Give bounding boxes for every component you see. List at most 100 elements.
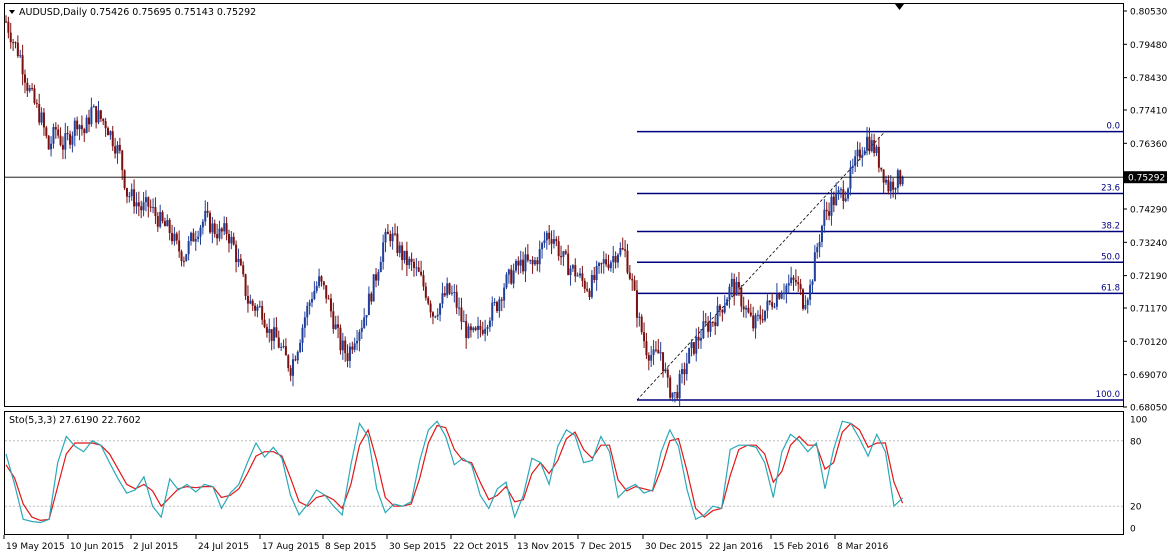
candle — [429, 300, 432, 318]
fib-trend-line[interactable] — [636, 131, 886, 401]
candle — [235, 240, 238, 273]
candle-body — [792, 277, 795, 280]
candle — [292, 353, 295, 387]
candle — [156, 211, 159, 232]
candle — [104, 117, 107, 137]
candle — [754, 312, 757, 339]
candle — [510, 264, 513, 285]
candle-body — [842, 189, 845, 201]
candle-body — [787, 283, 790, 286]
candle-body — [360, 327, 363, 332]
candle-body — [448, 283, 451, 294]
candle — [412, 258, 415, 277]
candle-body — [702, 321, 705, 339]
candle — [384, 228, 387, 253]
candle — [752, 306, 755, 332]
candle-body — [16, 42, 19, 57]
candle-body — [303, 317, 306, 328]
candle — [111, 125, 114, 151]
candle — [602, 251, 605, 274]
candle — [358, 329, 361, 352]
candle-body — [83, 129, 86, 134]
candle-body — [519, 259, 522, 266]
candle — [545, 230, 548, 250]
price-pane[interactable] — [4, 3, 1124, 407]
candle-body — [524, 254, 527, 272]
candle — [223, 216, 226, 236]
candle-body — [801, 289, 804, 309]
candle — [818, 234, 821, 258]
candle — [716, 296, 719, 327]
candle-body — [403, 250, 406, 260]
candle — [410, 252, 413, 271]
candle-body — [854, 156, 857, 166]
candle — [460, 297, 463, 330]
candle — [635, 280, 638, 328]
candle-body — [861, 154, 864, 158]
candle — [372, 274, 375, 302]
candle-body — [709, 321, 712, 332]
candle — [707, 316, 710, 338]
candle — [26, 77, 29, 97]
candle-body — [375, 274, 378, 281]
candle — [353, 337, 356, 353]
candle-body — [61, 144, 64, 150]
candle-body — [410, 258, 413, 262]
candle-body — [230, 236, 233, 244]
candle — [783, 283, 786, 300]
candle-body — [443, 293, 446, 296]
stochastic-pane[interactable] — [4, 411, 1124, 535]
candle — [420, 260, 423, 277]
candle-body — [640, 316, 643, 333]
candle — [322, 280, 325, 290]
candle-body — [491, 302, 494, 321]
candle — [863, 147, 866, 156]
candle-body — [581, 273, 584, 281]
candle — [436, 308, 439, 321]
candle-body — [723, 305, 726, 313]
candle — [730, 272, 733, 298]
candle — [583, 278, 586, 293]
candle-body — [427, 297, 430, 304]
candle-body — [52, 127, 55, 144]
candle-body — [806, 299, 809, 306]
candle-body — [574, 265, 577, 277]
shift-marker-icon[interactable] — [895, 4, 904, 10]
price-tick-label: 0.74290 — [1130, 206, 1167, 216]
candle-body — [505, 274, 508, 288]
candle — [593, 266, 596, 284]
candle-body — [690, 342, 693, 348]
candle-body — [128, 196, 131, 198]
candle-body — [704, 321, 707, 323]
candle-body — [797, 282, 800, 285]
candle — [896, 168, 899, 195]
candle — [190, 231, 193, 246]
candle-body — [394, 233, 397, 235]
menu-triangle-icon[interactable] — [9, 10, 15, 14]
candle — [424, 282, 427, 301]
candle-body — [858, 149, 861, 158]
candle-body — [851, 165, 854, 168]
candle — [7, 16, 10, 39]
time-tick-label: 22 Jan 2016 — [709, 542, 763, 552]
candle-body — [794, 279, 797, 283]
candle — [213, 219, 216, 238]
candle-body — [178, 240, 181, 252]
candle-body — [837, 190, 840, 193]
candle — [526, 244, 529, 263]
candle-body — [692, 342, 695, 354]
candle-body — [460, 307, 463, 322]
candle — [396, 226, 399, 257]
candle — [90, 97, 93, 127]
candle — [621, 237, 624, 251]
candle — [99, 109, 102, 122]
candle — [609, 260, 612, 272]
candle — [59, 127, 62, 147]
candle — [856, 141, 859, 168]
candle — [315, 281, 318, 294]
candle — [491, 296, 494, 327]
candle-body — [560, 256, 563, 258]
fibonacci-retracement[interactable]: 0.0 23.6 38.2 50.0 61.8 100.0 — [636, 122, 1123, 401]
candle — [344, 336, 347, 362]
